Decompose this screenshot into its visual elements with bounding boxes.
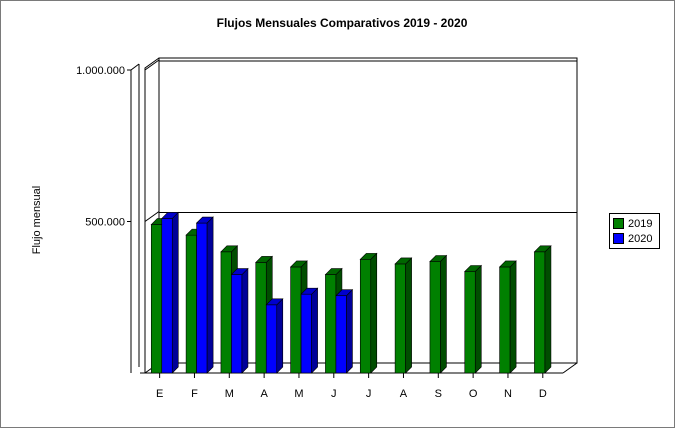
- bar: [300, 293, 312, 374]
- bar-side: [405, 257, 412, 374]
- legend: 2019 2020: [609, 213, 660, 249]
- floor-right-edge: [562, 362, 578, 374]
- bar: [255, 262, 267, 374]
- x-tick-label: M: [294, 388, 303, 400]
- legend-swatch: [613, 218, 624, 229]
- bar-side: [346, 289, 353, 374]
- x-tick-label: S: [435, 388, 442, 400]
- bar-top: [195, 216, 214, 224]
- x-tick-label: O: [469, 388, 478, 400]
- gridline-side: [144, 211, 160, 222]
- bar-side: [370, 252, 378, 374]
- gridline-side: [144, 59, 160, 71]
- bar-side: [440, 254, 447, 374]
- bar: [499, 266, 511, 374]
- x-tick-label: A: [400, 388, 408, 400]
- bar: [290, 266, 302, 374]
- bar-top: [335, 289, 354, 297]
- chart-title: Flujos Mensuales Comparativos 2019 - 202…: [217, 16, 468, 30]
- bar: [359, 259, 372, 374]
- bar: [196, 222, 208, 374]
- bar: [534, 251, 546, 374]
- bars: [150, 211, 552, 374]
- bar-side: [276, 298, 284, 374]
- bar-side: [311, 287, 318, 374]
- x-tick-label: E: [156, 388, 163, 400]
- bar: [161, 218, 173, 374]
- legend-label: 2019: [628, 217, 653, 230]
- bar: [185, 234, 197, 374]
- bar-top: [300, 287, 319, 295]
- bar-top: [498, 260, 517, 268]
- bar-side: [206, 216, 214, 374]
- x-tick-label: F: [191, 388, 198, 400]
- left-wall-edge: [144, 57, 160, 373]
- bar: [231, 274, 243, 374]
- y-ticks: 500.000 1.000.000: [76, 65, 131, 229]
- bar-top: [265, 298, 284, 306]
- bar-top: [533, 245, 552, 253]
- bar-top: [464, 265, 482, 272]
- x-tick-label: J: [331, 388, 337, 400]
- x-tick-label: N: [504, 388, 512, 400]
- bar-side: [509, 260, 517, 374]
- bar: [464, 271, 476, 374]
- bar-side: [171, 211, 179, 374]
- bar-top: [324, 268, 343, 275]
- x-tick-label: J: [366, 388, 372, 400]
- bar: [335, 295, 347, 374]
- legend-item: 2020: [613, 231, 656, 246]
- legend-label: 2020: [628, 232, 653, 245]
- x-tick-label: A: [260, 388, 268, 400]
- bar-top: [359, 253, 378, 260]
- bar-side: [544, 245, 552, 374]
- bar: [150, 224, 163, 374]
- bar: [429, 261, 441, 374]
- y-tick-label: 1.000.000: [76, 65, 125, 77]
- bar: [265, 304, 278, 374]
- bar: [220, 251, 232, 374]
- gridlines: [144, 59, 577, 222]
- x-tick-label: M: [225, 388, 234, 400]
- x-tick-label: D: [539, 388, 547, 400]
- bar-top: [161, 212, 179, 219]
- value-axis: [130, 63, 140, 373]
- legend-swatch: [613, 233, 624, 244]
- y-axis-label: Flujo mensual: [31, 186, 43, 254]
- bar-top: [255, 256, 273, 263]
- legend-item: 2019: [613, 216, 656, 231]
- bar-side: [241, 267, 249, 374]
- y-tick-label: 500.000: [85, 217, 125, 229]
- bar-side: [474, 264, 482, 374]
- bar-top: [230, 268, 249, 275]
- bar: [394, 263, 406, 374]
- bar-top: [429, 255, 448, 262]
- bar-top: [289, 260, 308, 268]
- bar-top: [394, 257, 413, 265]
- bar-top: [220, 245, 239, 253]
- bar: [325, 274, 337, 374]
